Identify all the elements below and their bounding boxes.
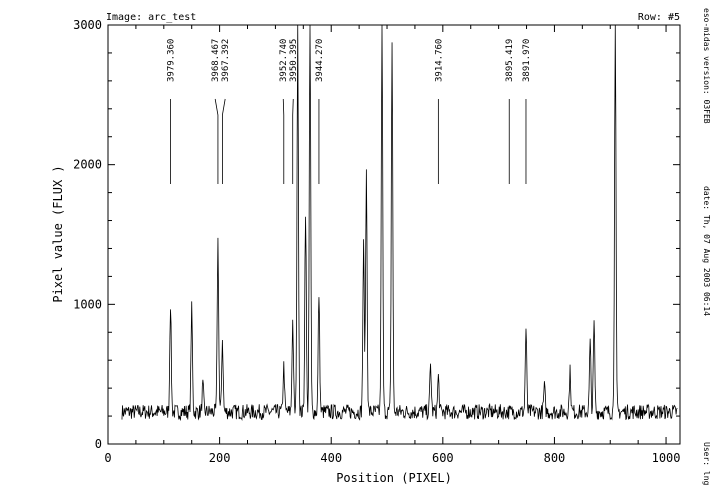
y-tick-label: 3000	[73, 18, 102, 32]
y-tick-label: 1000	[73, 297, 102, 311]
line-id-label: 3979.360	[167, 39, 177, 82]
line-id-marker	[292, 98, 294, 184]
y-tick-label: 2000	[73, 158, 102, 172]
x-tick-label: 1000	[652, 451, 681, 465]
line-id-label: 3950.395	[289, 39, 299, 82]
line-id-marker	[282, 98, 285, 184]
line-id-label: 3952.740	[279, 39, 289, 82]
line-identifications: 3979.360 3968.467 3967.392 3952.740 3950.395…	[167, 39, 532, 184]
x-axis: 0 200 400 600 800 1000	[104, 25, 681, 465]
line-id-label: 3914.760	[434, 39, 444, 82]
x-tick-label: 400	[320, 451, 342, 465]
plot-date: date: Th, 07 Aug 2003 06:14	[702, 186, 711, 316]
x-tick-label: 0	[104, 451, 111, 465]
line-id-label: 3968.467	[211, 39, 221, 82]
y-axis: 0 1000 2000 3000	[73, 18, 680, 451]
line-id-label: 3891.970	[522, 39, 532, 82]
image-label: Image: arc_test	[106, 12, 196, 23]
x-tick-label: 800	[544, 451, 566, 465]
x-tick-label: 200	[209, 451, 231, 465]
line-id-label: 3944.270	[315, 39, 325, 82]
line-id-label: 3895.419	[505, 39, 515, 82]
spectrum-line	[121, 24, 678, 422]
row-label: Row: #5	[638, 12, 680, 23]
plot-frame	[107, 24, 681, 445]
line-id-marker	[221, 98, 226, 184]
y-axis-label: Pixel value (FLUX )	[51, 165, 65, 302]
x-tick-label: 600	[432, 451, 454, 465]
line-id-marker	[214, 98, 219, 184]
midas-version: eso-midas version: 03FEB	[702, 8, 711, 124]
y-tick-label: 0	[95, 437, 102, 451]
line-id-label: 3967.392	[221, 39, 231, 82]
x-axis-label: Position (PIXEL)	[336, 471, 452, 485]
user-name: User: lng	[702, 442, 711, 486]
